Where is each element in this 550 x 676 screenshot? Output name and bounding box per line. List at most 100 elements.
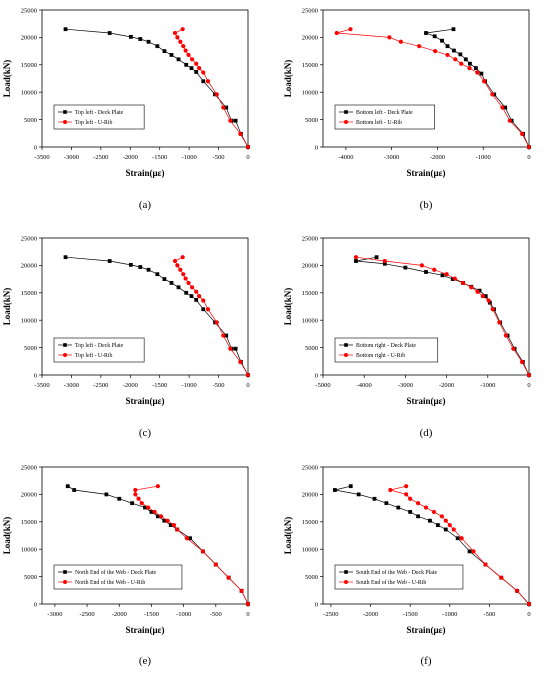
data-point: [431, 509, 437, 515]
data-point: [348, 484, 353, 489]
data-point: [130, 501, 135, 506]
plot-frame: [322, 9, 530, 148]
series-deck-plate: [63, 27, 250, 149]
data-point: [107, 259, 112, 263]
data-point: [138, 265, 143, 269]
legend-box: [334, 104, 435, 130]
data-point: [374, 255, 379, 260]
data-point: [186, 280, 191, 286]
data-point: [477, 288, 482, 293]
data-point: [228, 118, 233, 123]
data-point: [403, 265, 408, 270]
data-point: [450, 277, 455, 281]
data-point: [194, 70, 199, 74]
plot-frame: [322, 237, 530, 376]
data-point: [486, 298, 491, 303]
data-point: [146, 267, 151, 272]
y-tick-label: 5000: [24, 345, 37, 352]
x-tick-label: -500: [213, 154, 225, 161]
data-point: [452, 48, 456, 53]
data-point: [200, 549, 206, 554]
y-tick-label: 10000: [21, 547, 37, 554]
series-line: [355, 256, 530, 376]
data-point: [443, 527, 448, 532]
data-point: [146, 39, 151, 44]
data-point: [408, 496, 413, 501]
series-u-rib: [353, 255, 532, 378]
y-tick-label: 20000: [302, 263, 318, 270]
data-point: [334, 30, 339, 36]
legend-swatch-marker: [344, 580, 348, 584]
data-point: [356, 492, 361, 497]
legend-box: [53, 564, 183, 590]
legend-swatch-marker: [344, 570, 348, 574]
data-point: [444, 272, 449, 277]
panel-label: (a): [139, 199, 152, 211]
data-point: [447, 522, 452, 528]
x-tick-label: -1000: [476, 154, 491, 161]
data-point: [482, 79, 487, 84]
legend-label: Top left - U-Rib: [75, 119, 113, 126]
y-tick-label: 25000: [21, 464, 37, 471]
data-point: [515, 588, 520, 593]
data-point: [152, 509, 157, 515]
x-tick-label: -1000: [480, 382, 495, 389]
x-tick-label: -500: [483, 611, 495, 618]
x-tick-label: -1000: [182, 154, 197, 161]
data-point: [228, 346, 233, 351]
legend-box: [334, 337, 439, 363]
data-point: [245, 601, 251, 607]
data-point: [499, 575, 504, 580]
data-point: [520, 131, 525, 136]
data-point: [224, 333, 229, 338]
x-tick-label: -1500: [144, 611, 159, 618]
x-tick-label: 0: [246, 154, 249, 161]
data-point: [176, 57, 181, 62]
y-tick-label: 15000: [302, 62, 318, 69]
data-point: [155, 484, 160, 489]
data-point: [214, 320, 219, 325]
y-tick-label: 5000: [305, 574, 318, 581]
legend-label: Bottom left - U-Rib: [356, 119, 402, 126]
chart-panel-a: -3500 -3000 -2500 -2000 -1500 -1000 -500 0 0 5000…: [2, 7, 251, 211]
data-point: [354, 259, 358, 263]
legend-swatch-marker: [63, 353, 67, 357]
data-point: [239, 588, 244, 593]
x-tick-label: -3000: [384, 154, 399, 161]
data-point: [194, 298, 199, 302]
data-point: [424, 31, 428, 35]
data-point: [162, 49, 167, 53]
y-tick-label: 15000: [21, 290, 37, 297]
data-point: [189, 66, 194, 70]
x-tick-label: -2500: [93, 154, 108, 161]
data-point: [458, 52, 463, 57]
y-tick-label: 20000: [21, 492, 37, 499]
data-point: [404, 484, 409, 489]
y-tick-label: 5000: [24, 117, 37, 124]
x-tick-label: -2000: [363, 611, 378, 618]
x-tick-label: -4000: [338, 154, 353, 161]
data-point: [387, 35, 392, 40]
legend-swatch-marker: [344, 120, 348, 124]
data-point: [445, 52, 450, 58]
legend-label: Top left - Deck Plate: [75, 342, 124, 349]
x-tick-label: 0: [246, 611, 249, 618]
y-tick-label: 0: [34, 144, 37, 151]
data-point: [175, 263, 180, 268]
data-point: [503, 333, 509, 338]
data-point: [490, 307, 495, 312]
chart-panel-c: -3500 -3000 -2500 -2000 -1500 -1000 -500 0 0 5000…: [2, 235, 251, 439]
y-axis-title: Load(kN): [2, 517, 12, 555]
legend-swatch-marker: [63, 580, 67, 584]
data-point: [460, 280, 466, 286]
plot-frame: [41, 466, 249, 605]
x-tick-label: -3000: [64, 154, 79, 161]
data-point: [128, 262, 133, 267]
data-point: [468, 61, 472, 66]
data-point: [214, 92, 219, 97]
data-point: [175, 35, 180, 40]
data-point: [143, 505, 147, 510]
data-point: [511, 346, 516, 351]
data-point: [178, 267, 183, 272]
x-tick-label: 0: [527, 611, 530, 618]
